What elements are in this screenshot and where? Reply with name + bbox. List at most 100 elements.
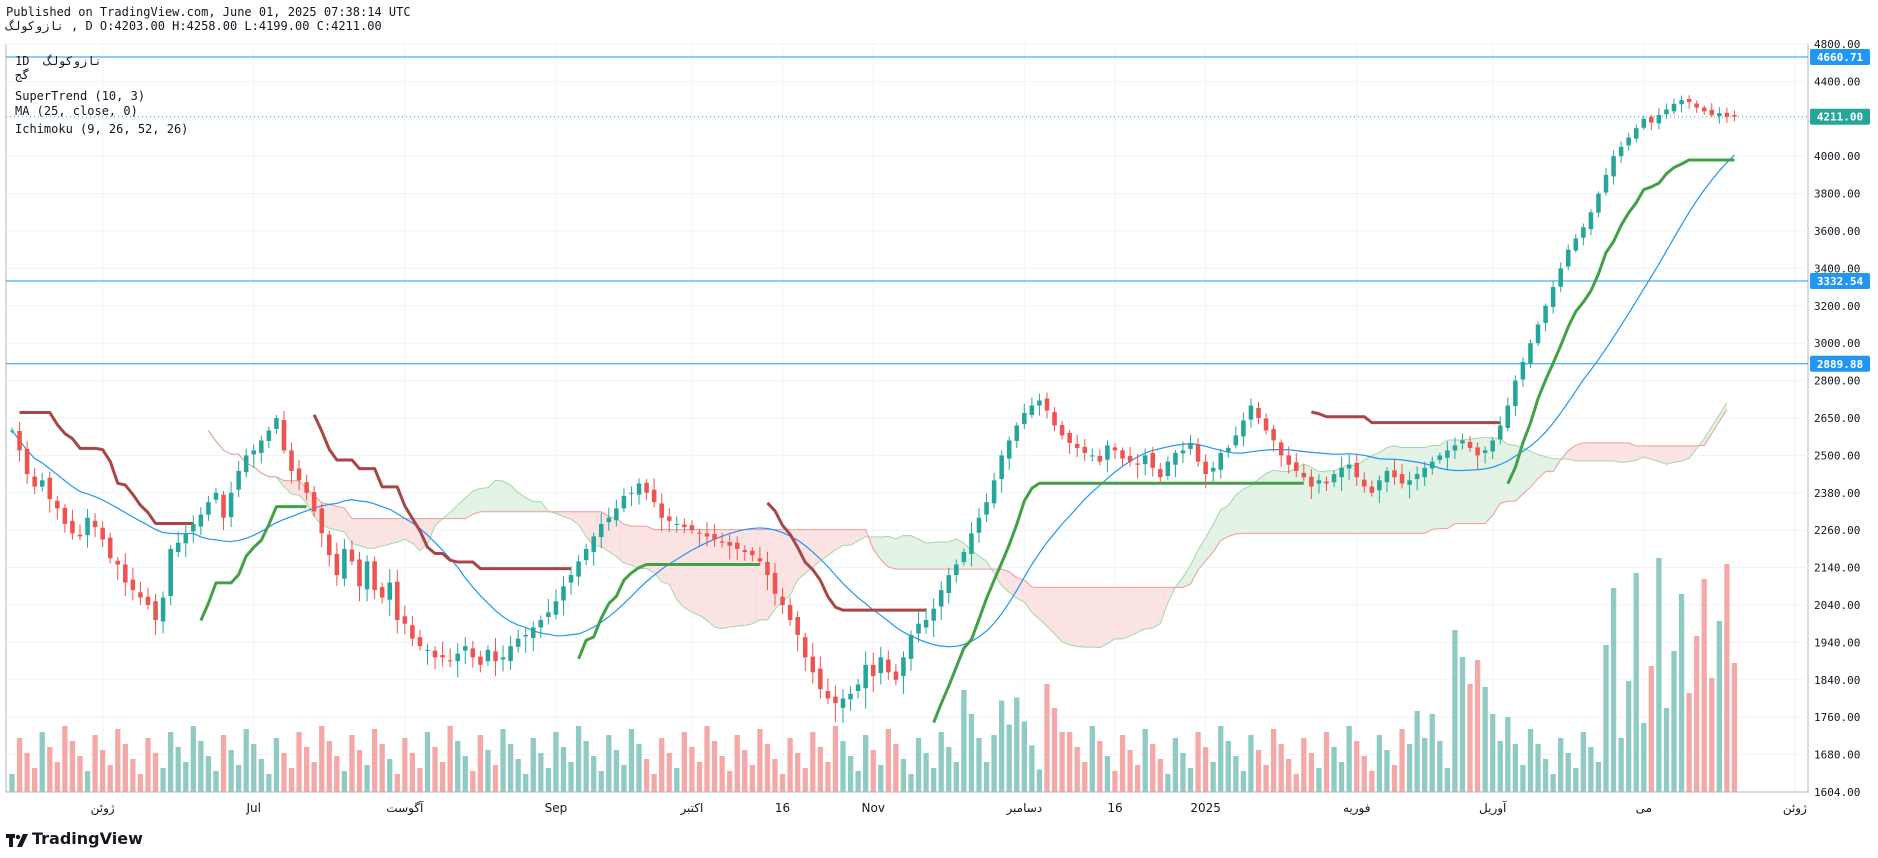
cloud-segment [291, 480, 300, 496]
candle-body [651, 489, 657, 503]
volume-bar [1270, 729, 1277, 792]
candle-body [1671, 103, 1677, 112]
volume-bar [908, 774, 914, 792]
volume-bar [696, 762, 703, 792]
supertrend-segment [1311, 410, 1501, 425]
volume-bar [689, 747, 695, 792]
cloud-segment [1711, 414, 1720, 434]
candle-body [1195, 444, 1201, 462]
volume-bar [311, 762, 317, 792]
volume-bar [213, 771, 219, 792]
volume-bar [1021, 721, 1027, 792]
cloud-segment [1266, 470, 1274, 534]
cloud-segment [1719, 402, 1727, 422]
candle-body [1528, 343, 1533, 364]
cloud-segment [374, 518, 383, 549]
cloud-segment [737, 529, 745, 627]
volume-bar [1089, 726, 1095, 792]
candle-body [606, 517, 612, 523]
volume-bar [175, 747, 181, 792]
candle-body [175, 542, 181, 553]
cloud-segment [1621, 442, 1629, 463]
last-price-label: 4211.00 [1817, 111, 1863, 124]
volume-bar [152, 753, 159, 792]
cloud-segment [1137, 587, 1146, 633]
cloud-segment [1530, 451, 1539, 488]
volume-bar [855, 771, 861, 792]
time-tick-label: Nov [862, 801, 885, 815]
volume-bar [198, 741, 204, 792]
volume-bar [228, 750, 234, 792]
time-tick-label: ژوئن [91, 801, 115, 816]
candle-body [818, 668, 823, 690]
candle-body [410, 625, 415, 639]
candle-body [1445, 450, 1450, 458]
candle-body [1603, 174, 1609, 193]
candle-body [417, 637, 423, 647]
candle-body [1633, 128, 1639, 139]
candle-body [1490, 440, 1495, 452]
cloud-segment [1651, 445, 1659, 462]
volume-bar [779, 774, 786, 792]
volume-bar [757, 729, 763, 792]
volume-bars [9, 558, 1738, 792]
cloud-segment [1114, 587, 1123, 639]
volume-bar [1097, 741, 1103, 792]
cloud-segment [1492, 437, 1501, 516]
volume-bar [923, 753, 929, 792]
volume-bar [1656, 558, 1662, 792]
cloud-segment [1379, 447, 1387, 534]
candle-body [463, 646, 468, 651]
price-axis: 1604.00 1680.00 1760.00 1840.00 1940.00 2040.… [1810, 38, 1870, 799]
candle-body [840, 698, 846, 708]
volume-bar [931, 768, 937, 792]
volume-bar [900, 759, 907, 792]
cloud-segment [510, 485, 519, 512]
volume-bar [1172, 738, 1179, 792]
volume-bar [1195, 732, 1201, 792]
price-tick-label: 4000.00 [1814, 150, 1860, 163]
candle-body [425, 649, 430, 651]
volume-bar [1338, 762, 1345, 792]
candle-body [1165, 461, 1171, 476]
candle-body [364, 561, 370, 590]
price-tick-label: 4800.00 [1814, 38, 1860, 51]
candle-body [395, 581, 400, 620]
cloud-segment [578, 511, 587, 537]
supertrend [19, 158, 1735, 724]
volume-bar [462, 756, 468, 792]
cloud-segment [1447, 439, 1455, 529]
cloud-segment [1636, 445, 1644, 461]
volume-bar [251, 744, 257, 792]
candle-body [750, 550, 755, 556]
volume-bar [734, 735, 740, 792]
candle-body [674, 523, 680, 525]
cloud-segment [1485, 437, 1493, 524]
volume-bar [84, 771, 91, 792]
legend-ichimoku[interactable]: Ichimoku (9, 26, 52, 26) [15, 122, 189, 136]
legend-supertrend[interactable]: SuperTrend (10, 3) [15, 89, 146, 103]
volume-bar [1678, 594, 1685, 792]
cloud-segment [1182, 565, 1191, 588]
volume-bar [16, 738, 23, 792]
candle-body [1188, 442, 1193, 449]
volume-bar [1542, 759, 1549, 792]
price-line-label: 4660.71 [1817, 51, 1864, 64]
price-tick-label: 3400.00 [1814, 262, 1860, 275]
tradingview-logo[interactable]: TradingView [6, 829, 143, 848]
candlesticks [9, 95, 1737, 723]
candle-body [1346, 464, 1352, 469]
volume-bar [1686, 693, 1692, 792]
candle-body [795, 616, 800, 635]
volume-bar [1354, 741, 1360, 792]
volume-bar [1346, 726, 1352, 792]
volume-bar [1565, 753, 1571, 792]
time-tick-label: Sep [545, 801, 568, 815]
volume-bar [32, 768, 38, 792]
price-tick-label: 1604.00 [1814, 786, 1860, 799]
candle-body [1641, 118, 1647, 128]
volume-bar [674, 768, 680, 792]
candle-body [1686, 98, 1692, 102]
legend-ma[interactable]: MA (25, close, 0) [15, 104, 138, 118]
